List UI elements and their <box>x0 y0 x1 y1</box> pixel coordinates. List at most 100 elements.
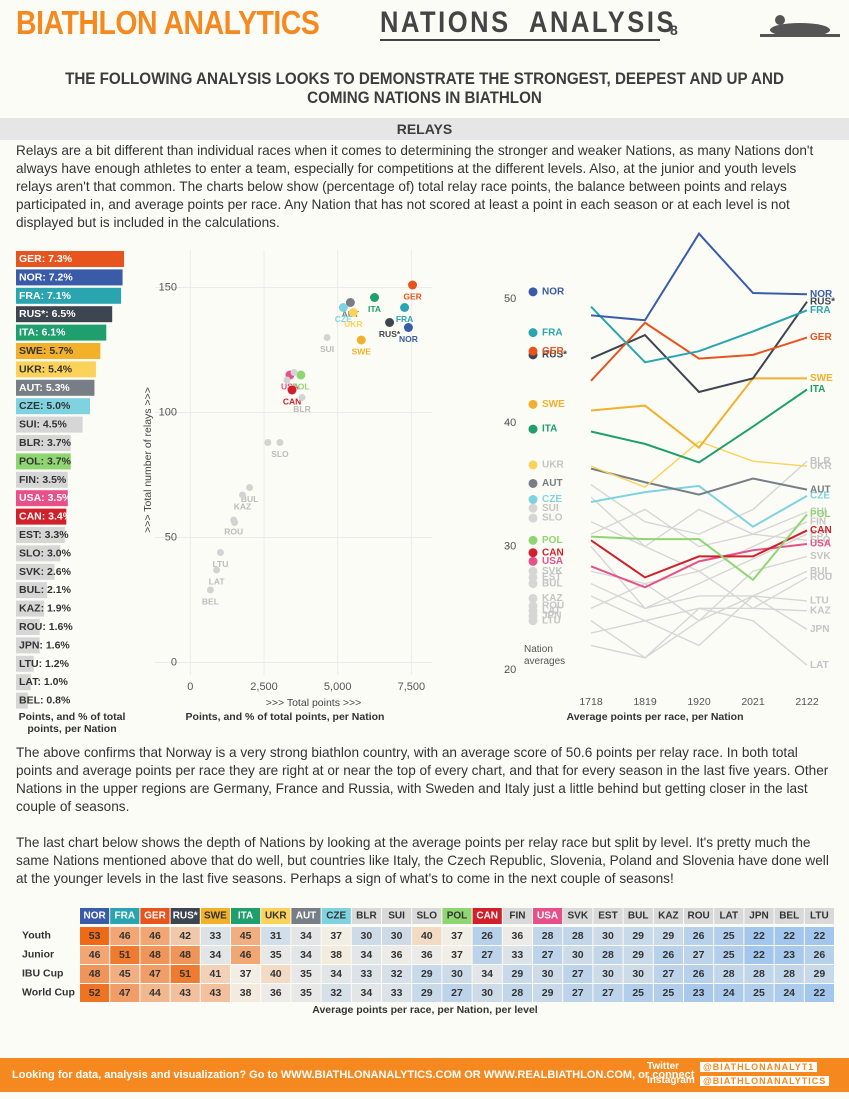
cell-value: 35 <box>300 968 312 980</box>
cell-value: 22 <box>753 930 765 942</box>
column-header-cell <box>774 908 804 924</box>
point-label: BUL <box>241 494 258 504</box>
cell-value: 30 <box>542 968 554 980</box>
cell-value: 23 <box>783 949 795 961</box>
heat-cell <box>502 984 532 1002</box>
footer-instagram: Instagram <box>647 1075 695 1086</box>
heat-cell <box>80 927 110 945</box>
series-end-label: SWE <box>810 373 833 384</box>
heat-cell <box>110 946 140 964</box>
point-label: SUI <box>320 344 334 354</box>
heat-cell <box>593 946 623 964</box>
cell-value: 27 <box>663 968 675 980</box>
cell-value: 33 <box>391 987 403 999</box>
cell-value: 34 <box>361 949 373 961</box>
heat-cell <box>744 946 774 964</box>
twitter-handle[interactable]: @BIATHLONANALYT1 <box>700 1062 818 1072</box>
cell-value: 38 <box>240 987 252 999</box>
heat-cell <box>170 965 200 983</box>
heat-cell <box>231 965 261 983</box>
cell-value: 38 <box>330 949 342 961</box>
series-line <box>590 570 808 612</box>
heat-cell <box>533 984 563 1002</box>
column-header: SUI <box>388 911 405 922</box>
cell-value: 33 <box>512 949 524 961</box>
cell-value: 46 <box>149 930 161 942</box>
heat-cell <box>804 927 834 945</box>
bar <box>16 655 34 672</box>
heat-cell <box>170 927 200 945</box>
column-header: SVK <box>568 911 589 922</box>
heat-cell <box>110 965 140 983</box>
heat-cell <box>351 927 381 945</box>
cell-value: 46 <box>119 930 131 942</box>
series-line <box>590 533 808 610</box>
section-title: RELAYS <box>0 118 849 140</box>
cell-value: 28 <box>542 930 554 942</box>
heat-cell <box>110 984 140 1002</box>
column-header-cell <box>533 908 563 924</box>
series-line <box>590 570 808 610</box>
cell-value: 44 <box>149 987 161 999</box>
heat-cell <box>231 946 261 964</box>
heat-cell <box>382 946 412 964</box>
cell-value: 30 <box>391 930 403 942</box>
cell-value: 26 <box>814 949 826 961</box>
heat-cell <box>321 984 351 1002</box>
series-end-label: ITA <box>810 384 825 395</box>
series-line <box>590 232 808 322</box>
cell-value: 25 <box>663 987 675 999</box>
row-label: World Cup <box>22 986 75 998</box>
heat-cell <box>200 984 230 1002</box>
heat-cell <box>563 984 593 1002</box>
cell-value: 29 <box>632 930 644 942</box>
column-header-cell <box>684 908 714 924</box>
instagram-handle[interactable]: @BIATHLONANALYTICS <box>700 1076 830 1086</box>
heat-cell <box>382 984 412 1002</box>
column-header-cell <box>291 908 321 924</box>
cell-value: 34 <box>210 949 222 961</box>
cell-value: 25 <box>723 930 735 942</box>
cell-value: 27 <box>481 949 493 961</box>
bar-label: SWE: 5.7% <box>19 345 74 357</box>
heat-cell <box>472 946 502 964</box>
bar-label: GER: 7.3% <box>19 253 73 265</box>
point-label: LAT <box>209 576 226 586</box>
column-header: ROU <box>687 911 709 922</box>
heat-cell <box>502 946 532 964</box>
cell-value: 34 <box>481 968 493 980</box>
heat-cell <box>351 946 381 964</box>
cell-value: 34 <box>300 949 312 961</box>
point-label: CZE <box>335 314 352 324</box>
cell-value: 25 <box>753 987 765 999</box>
point <box>323 334 331 341</box>
brand: BIATHLON ANALYTICS <box>16 4 320 41</box>
average-label: LAT <box>542 605 561 616</box>
point-label: GER <box>403 291 421 301</box>
point <box>385 318 395 327</box>
cell-value: 27 <box>451 987 463 999</box>
column-header-cell <box>200 908 230 924</box>
point-label: SLO <box>271 449 289 459</box>
cell-value: 28 <box>512 987 524 999</box>
average-label: JPN <box>542 610 561 621</box>
average-dot <box>528 346 538 356</box>
heat-cell <box>533 927 563 945</box>
column-header: NOR <box>83 911 106 922</box>
row-label: Junior <box>22 948 54 960</box>
cell-value: 37 <box>451 949 463 961</box>
heat-cell <box>533 965 563 983</box>
average-label: BUL <box>542 578 563 589</box>
average-dot <box>528 287 538 297</box>
page-number: 8 <box>670 22 678 38</box>
column-header: RUS* <box>173 911 198 922</box>
cell-value: 46 <box>240 949 252 961</box>
point <box>408 280 418 290</box>
series-end-label: SUI <box>810 507 827 518</box>
bar <box>16 269 123 286</box>
cell-value: 34 <box>361 987 373 999</box>
y-tick-label: 50 <box>165 531 177 543</box>
y-tick-label: 20 <box>504 664 516 676</box>
series-line <box>590 513 808 582</box>
cell-value: 29 <box>814 968 826 980</box>
